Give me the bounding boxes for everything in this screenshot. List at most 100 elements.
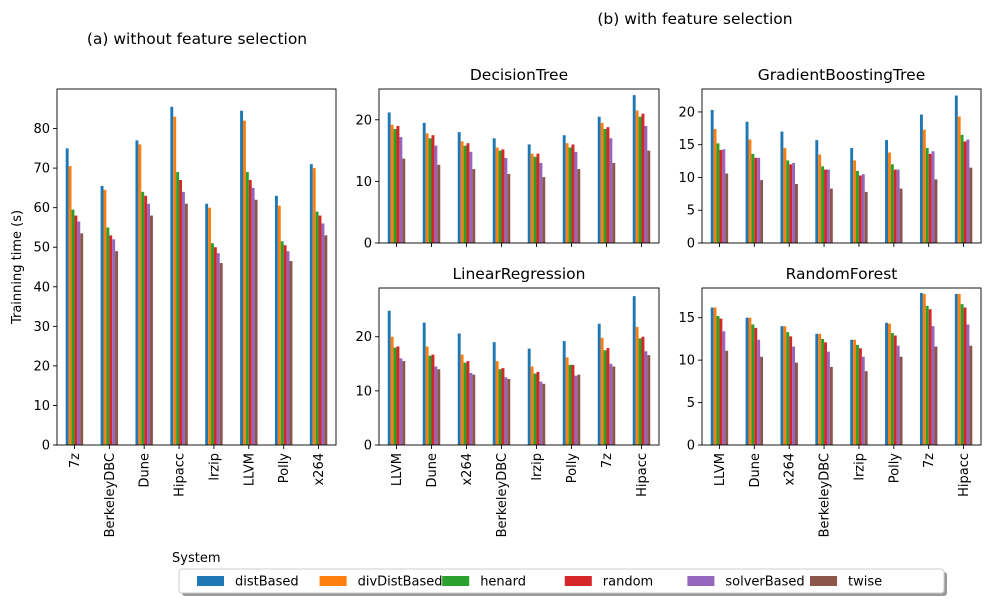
bar-b2-henard-polly (890, 164, 894, 243)
bar-b2-distBased-7z (919, 114, 923, 243)
bar-b1-divDistBased-berkeleydbc (495, 147, 499, 243)
axes-frame (378, 287, 660, 446)
y-tick-label: 10 (678, 354, 695, 369)
bar-b3-twise-lrzip (542, 383, 546, 445)
x-tick-label: LLVM (713, 453, 728, 486)
bar-b2-henard-dune (751, 153, 755, 243)
bar-b1-divDistBased-dune (425, 133, 429, 243)
x-tick-label: Hipacc (957, 453, 972, 497)
bar-b4-solverBased-7z (931, 326, 935, 445)
x-tick-label: Polly (887, 453, 902, 484)
bar-b2-twise-llvm (725, 173, 729, 243)
bar-b1-twise-x264 (472, 169, 476, 243)
bar-b4-distBased-dune (745, 317, 749, 445)
bar-a-distBased-x264 (309, 164, 313, 445)
bar-a-henard-7z (71, 209, 75, 445)
bar-b4-twise-polly (899, 356, 903, 445)
bar-b2-twise-x264 (795, 184, 798, 243)
y-tick-label: 15 (678, 138, 695, 153)
bar-b3-divDistBased-polly (565, 357, 569, 445)
bar-a-random-hipacc (179, 179, 182, 446)
bar-b3-solverBased-x264 (469, 373, 473, 445)
bar-b3-henard-lrzip (533, 373, 537, 445)
bar-b1-twise-dune (437, 164, 441, 243)
bar-b2-distBased-polly (885, 140, 888, 243)
y-tick-label: 5 (687, 396, 695, 411)
bar-b3-twise-polly (577, 374, 581, 445)
bar-b3-henard-llvm (393, 347, 397, 445)
bar-b4-solverBased-dune (757, 339, 761, 445)
bar-b3-henard-polly (568, 364, 572, 445)
bar-b4-distBased-x264 (780, 326, 784, 445)
bar-a-random-lrzip (213, 247, 217, 445)
x-tick-label: BerkeleyDBC (818, 453, 833, 537)
x-tick-label: Dune (138, 453, 153, 488)
bar-a-distBased-hipacc (170, 106, 174, 446)
bar-b4-divDistBased-llvm (713, 307, 717, 445)
bar-b3-solverBased-7z (609, 363, 613, 445)
bar-a-henard-polly (280, 241, 284, 445)
bar-b1-divDistBased-polly (565, 143, 569, 243)
y-tick-label: 20 (678, 105, 695, 120)
bar-b3-distBased-x264 (457, 333, 461, 445)
bar-b4-solverBased-polly (896, 345, 900, 445)
bar-b4-random-dune (754, 327, 758, 445)
chart-linear-regression: 0 10 20 LLVM Dune x264 BerkeleyDBC lrzip Polly 7z… (355, 265, 660, 537)
bar-b3-random-berkeleydbc (501, 368, 505, 445)
bar-b2-henard-llvm (716, 143, 720, 243)
legend-label-random: random (603, 575, 653, 590)
bar-b4-divDistBased-x264 (783, 326, 787, 445)
bar-b2-distBased-lrzip (850, 147, 854, 243)
bar-b4-twise-lrzip (864, 371, 868, 445)
bar-b2-twise-berkeleydbc (829, 188, 833, 243)
bar-b3-distBased-lrzip (527, 348, 531, 445)
bar-b3-random-llvm (396, 346, 400, 445)
bar-b3-twise-hipacc (647, 355, 651, 445)
bar-b3-distBased-7z (597, 323, 601, 445)
bar-b1-distBased-llvm (387, 112, 391, 243)
y-tick-label: 80 (33, 122, 50, 137)
bar-b1-solverBased-7z (609, 138, 613, 243)
bar-b1-distBased-lrzip (527, 144, 531, 243)
bar-a-divDistBased-lrzip (208, 207, 212, 445)
bar-b1-solverBased-hipacc (644, 125, 648, 243)
bar-a-divDistBased-hipacc (173, 116, 177, 445)
bar-b2-twise-lrzip (864, 191, 868, 243)
bar-b3-random-lrzip (536, 371, 540, 445)
bar-b3-twise-dune (437, 369, 441, 445)
bar-b3-random-x264 (466, 361, 470, 445)
bar-b2-divDistBased-dune (748, 139, 752, 243)
bar-b4-divDistBased-dune (748, 317, 752, 445)
bar-a-random-7z (74, 215, 78, 445)
bar-b2-divDistBased-berkeleydbc (818, 154, 822, 243)
chart-decision-tree: 0 10 20 DecisionTree (355, 66, 660, 252)
axes-frame (701, 88, 982, 244)
legend-swatch-twise (810, 576, 837, 586)
bar-b3-twise-berkeleydbc (507, 378, 511, 445)
bar-b1-twise-7z (612, 162, 616, 243)
bar-a-henard-x264 (315, 211, 319, 445)
bar-b4-random-lrzip (858, 348, 862, 445)
bar-b4-random-llvm (719, 318, 723, 445)
y-tick-label: 20 (33, 359, 50, 374)
bar-b3-henard-berkeleydbc (498, 369, 502, 445)
bar-b3-distBased-dune (422, 322, 426, 445)
bar-b4-solverBased-lrzip (861, 356, 865, 445)
x-tick-label: Polly (565, 453, 580, 484)
bar-b2-solverBased-dune (757, 157, 761, 243)
y-tick-label: 20 (355, 330, 372, 345)
bar-b1-distBased-dune (422, 122, 426, 243)
bar-b4-twise-berkeleydbc (829, 366, 833, 445)
bar-b2-twise-7z (934, 179, 938, 243)
bar-a-random-berkeleydbc (109, 235, 113, 445)
bar-b1-twise-hipacc (647, 150, 651, 243)
bar-a-random-x264 (318, 215, 322, 445)
bar-a-divDistBased-llvm (243, 120, 246, 445)
bar-a-solverBased-7z (77, 221, 81, 445)
bar-b1-random-dune (431, 135, 435, 243)
bar-a-distBased-7z (65, 148, 69, 445)
legend-title: System (172, 551, 220, 566)
x-tick-label: LLVM (390, 453, 405, 486)
bar-b2-random-7z (928, 153, 932, 243)
bar-b3-random-7z (606, 348, 610, 445)
